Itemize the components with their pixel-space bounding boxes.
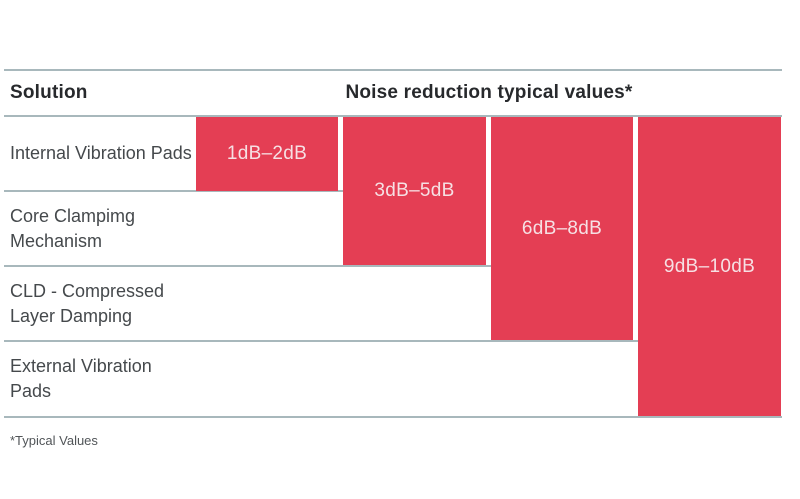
row-divider-2 — [4, 265, 492, 267]
table-bottom-border — [4, 416, 782, 418]
value-block-9db-10db: 9dB–10dB — [638, 117, 781, 416]
value-block-1db-2db: 1dB–2dB — [196, 117, 338, 191]
row-divider-1 — [4, 190, 344, 192]
header-divider-line — [4, 115, 782, 117]
row-label-cld-compressed-layer-damping: CLD - Compressed Layer Damping — [10, 280, 165, 326]
value-block-6db-8db: 6dB–8dB — [491, 117, 633, 340]
table-top-border — [4, 69, 782, 71]
row-label-internal-vibration-pads: Internal Vibration Pads — [10, 143, 192, 163]
solution-column-header: Solution — [10, 81, 88, 103]
value-block-3db-5db: 3dB–5dB — [343, 117, 486, 265]
row-label-external-vibration-pads: External Vibration Pads — [10, 355, 152, 401]
row-label-core-clamping-mechanism: Core Clampimg Mechanism — [10, 205, 136, 251]
row-divider-3 — [4, 340, 638, 342]
values-column-header: Noise reduction typical values* — [345, 81, 633, 103]
typical-values-footnote: *Typical Values — [10, 433, 98, 448]
